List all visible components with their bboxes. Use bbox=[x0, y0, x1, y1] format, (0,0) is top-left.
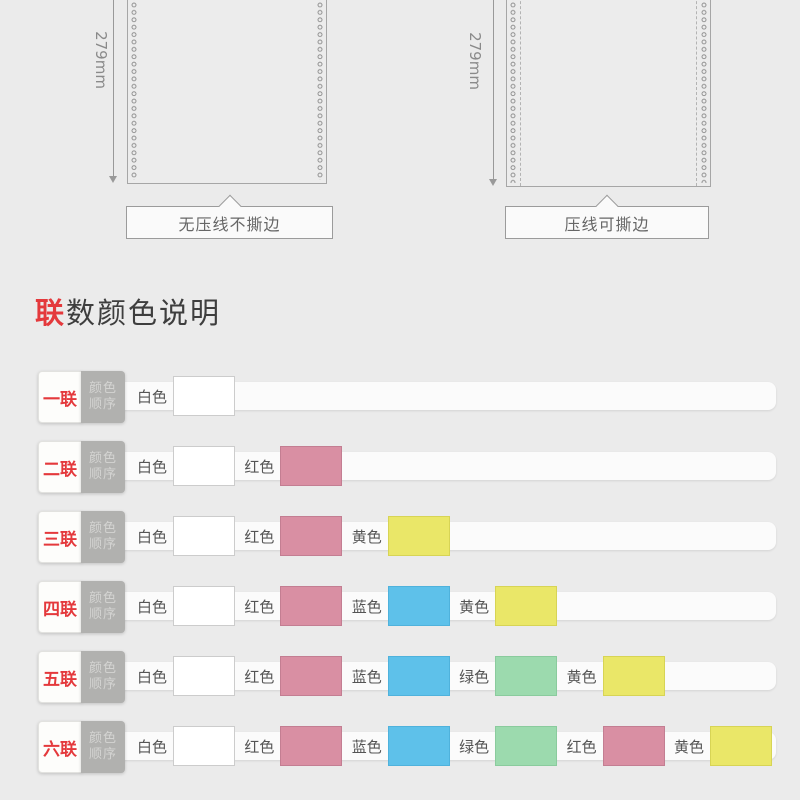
color-swatch bbox=[495, 726, 558, 766]
dimension-label: 279mm bbox=[92, 31, 110, 89]
dimension-arrow-down-icon bbox=[489, 179, 497, 186]
swatch-label: 白色 bbox=[136, 528, 167, 546]
ply-row: 六联 颜色 顺序 白色 红色 蓝色 绿色 红色 黄色 bbox=[38, 721, 800, 773]
badge-line2: 顺序 bbox=[88, 607, 117, 622]
paper-sheet bbox=[127, 0, 327, 184]
dimension-arrow-down-icon bbox=[109, 176, 117, 183]
ply-label: 二联 bbox=[38, 441, 82, 493]
ply-label: 五联 bbox=[38, 651, 82, 703]
color-swatch bbox=[173, 516, 235, 556]
color-swatch bbox=[280, 446, 343, 486]
color-order-badge: 颜色 顺序 bbox=[81, 581, 125, 633]
swatch-label: 蓝色 bbox=[351, 738, 382, 756]
color-swatch bbox=[387, 516, 450, 556]
paper-sheet bbox=[506, 0, 711, 187]
swatch-label: 绿色 bbox=[459, 738, 490, 756]
color-swatch bbox=[710, 726, 772, 766]
section-title-rest: 数颜色说明 bbox=[66, 296, 222, 330]
swatch-label: 红色 bbox=[566, 738, 597, 756]
swatch-label: 黄色 bbox=[351, 528, 382, 546]
color-swatch bbox=[173, 376, 235, 416]
swatch-label: 黄色 bbox=[673, 738, 704, 756]
color-order-badge: 颜色 顺序 bbox=[81, 371, 125, 423]
paper-caption: 无压线不撕边 bbox=[126, 194, 333, 239]
badge-line2: 顺序 bbox=[88, 467, 117, 482]
swatch-label: 红色 bbox=[244, 528, 275, 546]
color-swatch bbox=[280, 516, 343, 556]
perforation-left-icon bbox=[130, 0, 138, 180]
color-swatch bbox=[387, 656, 450, 696]
dimension-line bbox=[113, 0, 114, 181]
swatch-label: 红色 bbox=[244, 458, 275, 476]
color-swatch bbox=[387, 726, 450, 766]
swatch-label: 白色 bbox=[136, 668, 167, 686]
caption-text: 压线可撕边 bbox=[564, 214, 650, 234]
color-swatch bbox=[495, 586, 558, 626]
color-swatch bbox=[173, 656, 235, 696]
color-order-badge: 颜色 顺序 bbox=[81, 651, 125, 703]
dimension-line bbox=[493, 0, 494, 184]
swatch-label: 白色 bbox=[136, 598, 167, 616]
color-order-badge: 颜色 顺序 bbox=[81, 441, 125, 493]
dimension-label: 279mm bbox=[466, 32, 484, 90]
swatch-label: 绿色 bbox=[459, 668, 490, 686]
badge-line1: 颜色 bbox=[88, 660, 117, 676]
swatch-label: 黄色 bbox=[566, 668, 597, 686]
color-swatch bbox=[280, 726, 343, 766]
badge-line1: 颜色 bbox=[88, 520, 117, 536]
color-order-badge: 颜色 顺序 bbox=[81, 721, 125, 773]
ply-label: 四联 bbox=[38, 581, 82, 633]
color-swatch bbox=[173, 586, 235, 626]
badge-line2: 顺序 bbox=[88, 397, 117, 412]
swatch-label: 白色 bbox=[136, 458, 167, 476]
color-swatch bbox=[387, 586, 450, 626]
badge-line1: 颜色 bbox=[88, 590, 117, 606]
badge-line1: 颜色 bbox=[88, 380, 117, 396]
color-order-badge: 颜色 顺序 bbox=[81, 511, 125, 563]
section-title-accent: 联 bbox=[35, 296, 67, 330]
swatch-label: 白色 bbox=[136, 738, 167, 756]
color-swatch bbox=[602, 656, 665, 696]
color-swatch bbox=[495, 656, 558, 696]
perforation-left-icon bbox=[509, 0, 517, 183]
ply-row: 一联 颜色 顺序 白色 bbox=[38, 371, 800, 423]
ply-row: 三联 颜色 顺序 白色 红色 黄色 bbox=[38, 511, 800, 563]
swatch-label: 红色 bbox=[244, 668, 275, 686]
swatch-label: 黄色 bbox=[459, 598, 490, 616]
swatch-label: 红色 bbox=[244, 598, 275, 616]
color-swatch bbox=[173, 446, 235, 486]
ply-row: 四联 颜色 顺序 白色 红色 蓝色 黄色 bbox=[38, 581, 800, 633]
paper-caption: 压线可撕边 bbox=[505, 194, 709, 239]
perforation-right-icon bbox=[700, 0, 708, 183]
section-title: 联数颜色说明 bbox=[35, 290, 221, 332]
swatch-label: 红色 bbox=[244, 738, 275, 756]
ply-label: 三联 bbox=[38, 511, 82, 563]
swatch-label: 蓝色 bbox=[351, 668, 382, 686]
badge-line2: 顺序 bbox=[88, 537, 117, 552]
badge-line1: 颜色 bbox=[88, 450, 117, 466]
badge-line1: 颜色 bbox=[88, 730, 117, 746]
tear-line-left-icon bbox=[520, 0, 521, 186]
ply-label: 一联 bbox=[38, 371, 82, 423]
ply-label: 六联 bbox=[38, 721, 82, 773]
swatch-label: 白色 bbox=[136, 388, 167, 406]
color-swatch bbox=[280, 656, 343, 696]
color-swatch bbox=[280, 586, 343, 626]
caption-text: 无压线不撕边 bbox=[178, 214, 281, 234]
swatch-label: 蓝色 bbox=[351, 598, 382, 616]
badge-line2: 顺序 bbox=[88, 677, 117, 692]
color-swatch bbox=[602, 726, 665, 766]
badge-line2: 顺序 bbox=[88, 747, 117, 762]
ply-row: 二联 颜色 顺序 白色 红色 bbox=[38, 441, 800, 493]
ply-row: 五联 颜色 顺序 白色 红色 蓝色 绿色 黄色 bbox=[38, 651, 800, 703]
color-swatch bbox=[173, 726, 235, 766]
perforation-right-icon bbox=[316, 0, 324, 180]
tear-line-right-icon bbox=[696, 0, 697, 186]
